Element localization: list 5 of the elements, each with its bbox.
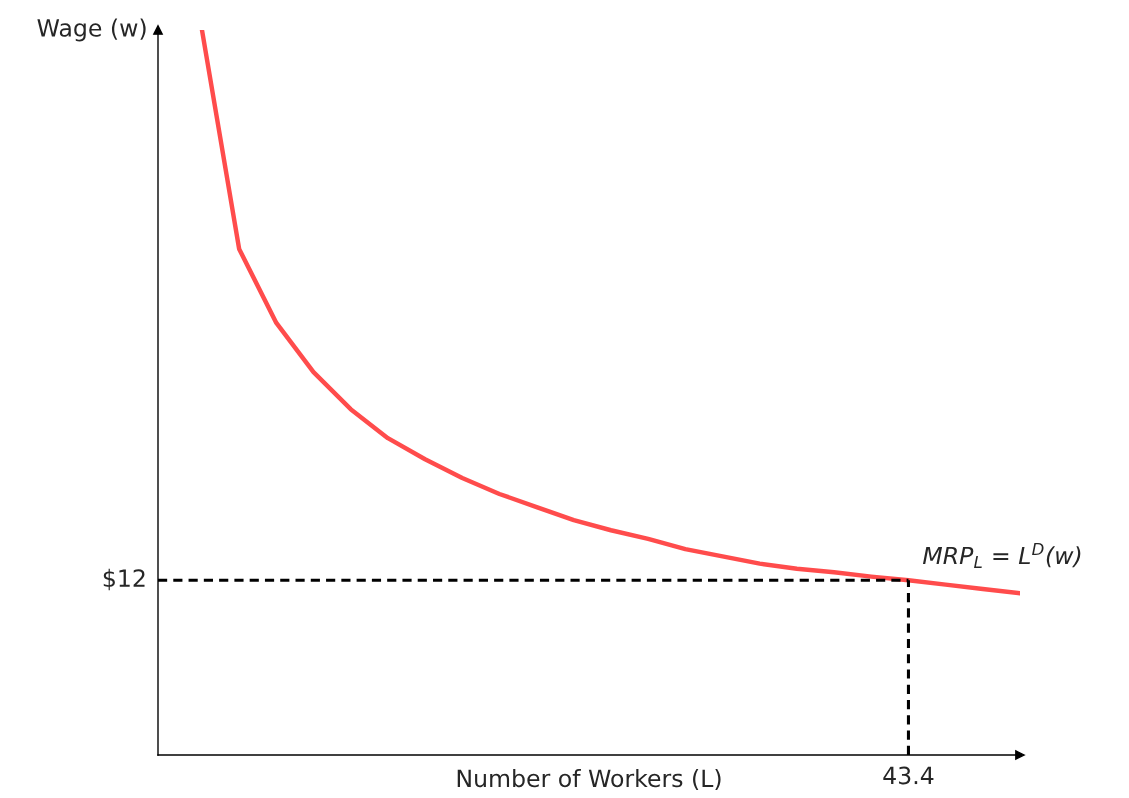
y-axis-title: Wage (w) <box>37 18 146 42</box>
text: $12 <box>103 568 145 591</box>
annotation: MRP$_{L}$ = L$^{D}$(w) <box>922 543 1081 568</box>
text: 43.4 <box>883 766 934 785</box>
x-axis-title: Number of Workers (L) <box>457 768 721 790</box>
